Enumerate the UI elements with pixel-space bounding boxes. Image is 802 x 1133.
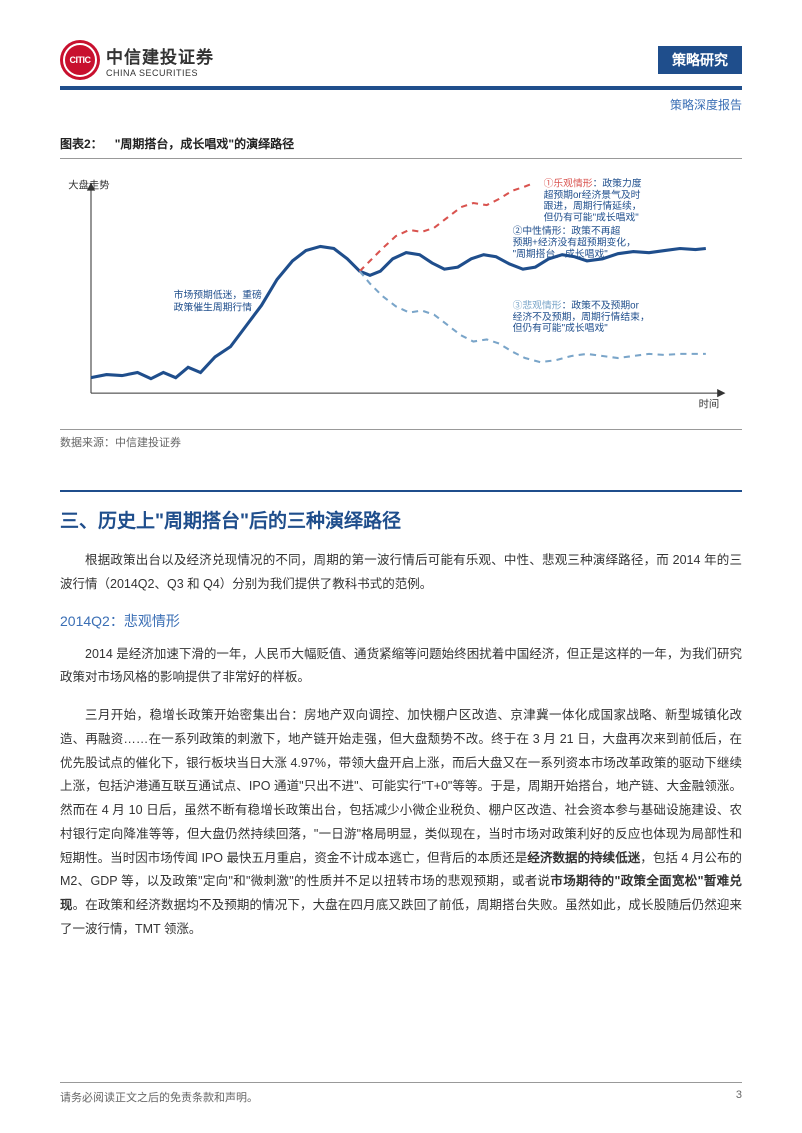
line-optimistic	[360, 184, 530, 271]
figure-source: 数据来源：中信建投证券	[60, 434, 742, 450]
footer-disclaimer: 请务必阅读正文之后的免责条款和声明。	[60, 1089, 258, 1105]
logo-block: CITIC 中信建投证券 CHINA SECURITIES	[60, 40, 214, 80]
subsection-title: 2014Q2：悲观情形	[60, 611, 742, 631]
figure-title: "周期搭台，成长唱戏"的演绎路径	[115, 137, 294, 151]
y-axis-label: 大盘走势	[68, 179, 109, 192]
annotation-left: 市场预期低迷，重磅政策催生周期行情	[174, 288, 262, 313]
footer-divider	[60, 1082, 742, 1083]
paragraph-2: 三月开始，稳增长政策开始密集出台：房地产双向调控、加快棚户区改造、京津冀一体化成…	[60, 704, 742, 942]
page-footer: 请务必阅读正文之后的免责条款和声明。 3	[60, 1082, 742, 1105]
header-subcategory: 策略深度报告	[60, 96, 742, 113]
header-category: 策略研究	[658, 46, 742, 74]
section-intro: 根据政策出台以及经济兑现情况的不同，周期的第一波行情后可能有乐观、中性、悲观三种…	[60, 549, 742, 597]
section-title: 三、历史上"周期搭台"后的三种演绎路径	[60, 506, 742, 533]
figure-number: 图表2：	[60, 137, 103, 151]
para2-bold-1: 经济数据的持续低迷	[527, 851, 640, 865]
logo-inner-text: CITIC	[70, 55, 91, 65]
paragraph-1: 2014 是经济加速下滑的一年，人民币大幅贬值、通货紧缩等问题始终困扰着中国经济…	[60, 643, 742, 691]
page-number: 3	[736, 1089, 742, 1105]
section-divider	[60, 490, 742, 492]
annotation-pessimistic: ③悲观情形：政策不及预期or经济不及预期，周期行情结束，但仍有可能"成长唱戏"	[513, 298, 650, 334]
logo-icon: CITIC	[60, 40, 100, 80]
annotation-optimistic: ①乐观情形：政策力度超预期or经济景气及时跟进，周期行情延续，但仍有可能"成长唱…	[544, 177, 642, 224]
x-axis-arrow	[717, 389, 725, 397]
para2-part-a: 三月开始，稳增长政策开始密集出台：房地产双向调控、加快棚户区改造、京津冀一体化成…	[60, 708, 742, 865]
page-header: CITIC 中信建投证券 CHINA SECURITIES 策略研究	[60, 40, 742, 80]
logo-english: CHINA SECURITIES	[106, 68, 214, 78]
logo-chinese: 中信建投证券	[106, 43, 214, 68]
header-divider	[60, 86, 742, 90]
figure-caption: 图表2： "周期搭台，成长唱戏"的演绎路径	[60, 135, 742, 152]
line-chart: 大盘走势 时间 市场预期低迷，重磅政策催生周期行情 ①乐观情形：政策力度超预期o…	[60, 165, 742, 425]
x-axis-label: 时间	[699, 398, 720, 411]
para2-part-e: 。在政策和经济数据均不及预期的情况下，大盘在四月底又跌回了前低，周期搭台失败。虽…	[60, 898, 742, 936]
chart-container: 大盘走势 时间 市场预期低迷，重磅政策催生周期行情 ①乐观情形：政策力度超预期o…	[60, 158, 742, 430]
